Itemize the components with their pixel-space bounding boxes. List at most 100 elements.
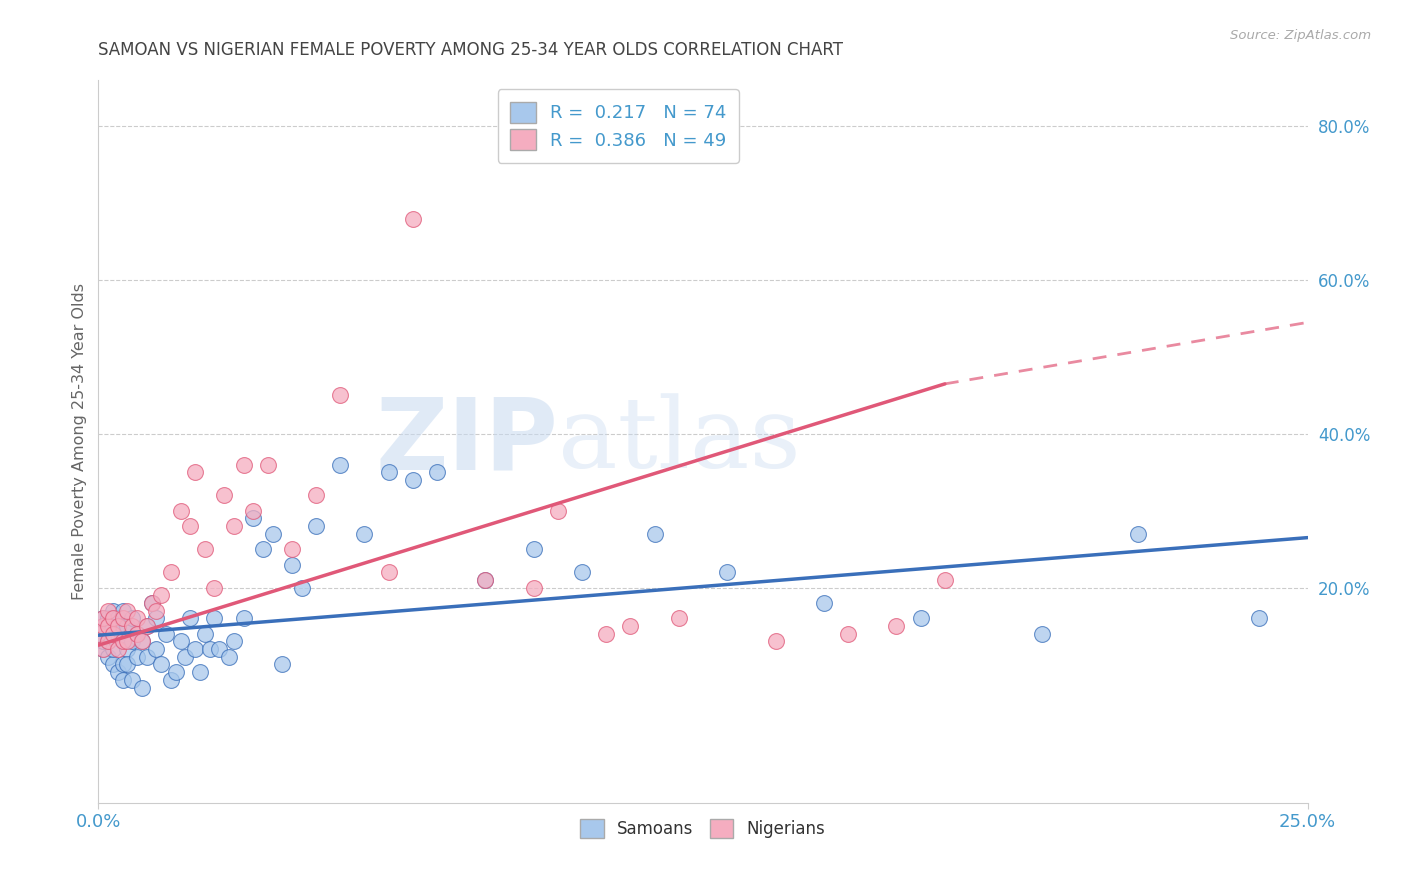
Point <box>169 634 191 648</box>
Point <box>377 465 399 479</box>
Point <box>474 573 496 587</box>
Text: atlas: atlas <box>558 393 800 490</box>
Point <box>353 526 375 541</box>
Point <box>595 626 617 640</box>
Point <box>127 626 149 640</box>
Point <box>765 634 787 648</box>
Point <box>644 526 666 541</box>
Point <box>426 465 449 479</box>
Point <box>121 673 143 687</box>
Text: SAMOAN VS NIGERIAN FEMALE POVERTY AMONG 25-34 YEAR OLDS CORRELATION CHART: SAMOAN VS NIGERIAN FEMALE POVERTY AMONG … <box>98 41 844 59</box>
Point <box>145 604 167 618</box>
Point <box>184 642 207 657</box>
Point <box>886 619 908 633</box>
Point <box>97 634 120 648</box>
Point <box>155 626 177 640</box>
Point <box>111 657 134 672</box>
Point <box>145 642 167 657</box>
Point <box>232 458 254 472</box>
Legend: Samoans, Nigerians: Samoans, Nigerians <box>574 813 832 845</box>
Point <box>111 673 134 687</box>
Point <box>121 611 143 625</box>
Point <box>204 611 226 625</box>
Point <box>204 581 226 595</box>
Point <box>262 526 284 541</box>
Point <box>101 604 124 618</box>
Point <box>160 673 183 687</box>
Point <box>290 581 312 595</box>
Point <box>198 642 221 657</box>
Point <box>121 619 143 633</box>
Point <box>716 565 738 579</box>
Point <box>135 619 157 633</box>
Point <box>117 634 139 648</box>
Point <box>305 488 328 502</box>
Point <box>107 665 129 680</box>
Point <box>165 665 187 680</box>
Point <box>188 665 211 680</box>
Point <box>101 642 124 657</box>
Point <box>232 611 254 625</box>
Point <box>117 619 139 633</box>
Point <box>107 626 129 640</box>
Point <box>194 626 217 640</box>
Point <box>179 519 201 533</box>
Point <box>252 542 274 557</box>
Point <box>523 542 546 557</box>
Point <box>107 642 129 657</box>
Point <box>91 611 114 625</box>
Point <box>141 596 163 610</box>
Point <box>1249 611 1271 625</box>
Point <box>91 642 114 657</box>
Point <box>329 388 352 402</box>
Point <box>107 619 129 633</box>
Text: ZIP: ZIP <box>375 393 558 490</box>
Point <box>668 611 690 625</box>
Point <box>91 611 114 625</box>
Point <box>127 626 149 640</box>
Point <box>305 519 328 533</box>
Point <box>218 649 240 664</box>
Point <box>169 504 191 518</box>
Point <box>179 611 201 625</box>
Point <box>837 626 859 640</box>
Point <box>97 604 120 618</box>
Point <box>97 626 120 640</box>
Point <box>281 558 304 572</box>
Point <box>150 657 173 672</box>
Point <box>127 611 149 625</box>
Point <box>222 634 245 648</box>
Point <box>91 619 114 633</box>
Y-axis label: Female Poverty Among 25-34 Year Olds: Female Poverty Among 25-34 Year Olds <box>72 283 87 600</box>
Point <box>131 681 153 695</box>
Point <box>141 596 163 610</box>
Point <box>101 657 124 672</box>
Point <box>101 611 124 625</box>
Point <box>242 511 264 525</box>
Point <box>547 504 569 518</box>
Point <box>145 611 167 625</box>
Point <box>619 619 641 633</box>
Point <box>160 565 183 579</box>
Point <box>111 634 134 648</box>
Point <box>271 657 294 672</box>
Point <box>91 634 114 648</box>
Point <box>329 458 352 472</box>
Point <box>222 519 245 533</box>
Point <box>111 634 134 648</box>
Point <box>571 565 593 579</box>
Point <box>281 542 304 557</box>
Point <box>523 581 546 595</box>
Point <box>1128 526 1150 541</box>
Point <box>127 649 149 664</box>
Point <box>377 565 399 579</box>
Point <box>97 649 120 664</box>
Point <box>121 634 143 648</box>
Point <box>212 488 235 502</box>
Point <box>117 604 139 618</box>
Point <box>97 634 120 648</box>
Point <box>934 573 956 587</box>
Point <box>91 619 114 633</box>
Point <box>117 657 139 672</box>
Point <box>256 458 278 472</box>
